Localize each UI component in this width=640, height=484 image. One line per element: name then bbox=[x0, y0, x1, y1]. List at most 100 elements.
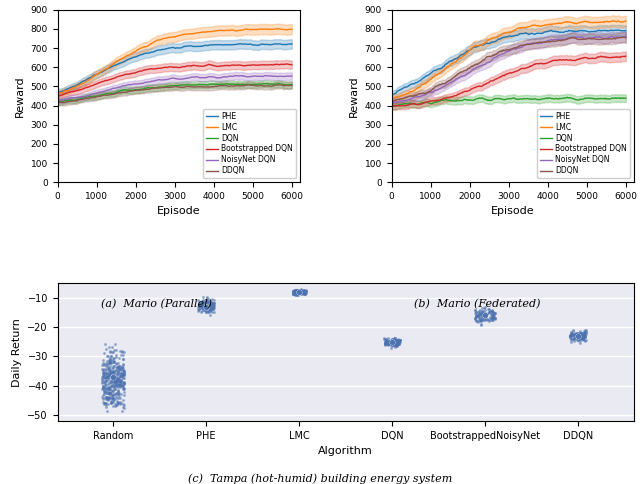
PHE bbox=[82, 77, 90, 83]
Point bbox=[287, 287, 298, 295]
Point bbox=[112, 368, 122, 376]
Point bbox=[209, 300, 219, 307]
Point bbox=[579, 330, 589, 337]
DDQN bbox=[225, 83, 232, 89]
Point bbox=[288, 288, 298, 296]
Point bbox=[565, 332, 575, 340]
Point bbox=[568, 326, 578, 334]
Point bbox=[100, 399, 111, 407]
Point bbox=[113, 376, 124, 383]
NoisyNet DQN bbox=[82, 93, 90, 99]
Point bbox=[198, 304, 208, 312]
Point bbox=[573, 332, 583, 340]
Point bbox=[478, 307, 488, 315]
Point bbox=[570, 330, 580, 338]
Point bbox=[112, 375, 122, 383]
Point bbox=[101, 395, 111, 403]
Point bbox=[202, 298, 212, 305]
Point bbox=[472, 311, 483, 319]
Point bbox=[385, 338, 396, 346]
Point bbox=[568, 332, 578, 340]
Bootstrapped DQN bbox=[396, 103, 404, 109]
PHE bbox=[130, 54, 138, 60]
Point bbox=[381, 335, 391, 343]
Point bbox=[385, 338, 396, 346]
Point bbox=[571, 331, 581, 339]
Point bbox=[575, 333, 585, 341]
Point bbox=[480, 306, 490, 314]
Point bbox=[114, 381, 124, 389]
Point bbox=[385, 336, 395, 344]
Point bbox=[298, 288, 308, 296]
Point bbox=[575, 331, 585, 338]
LMC bbox=[416, 84, 424, 90]
Point bbox=[111, 366, 121, 374]
Bootstrapped DQN bbox=[147, 66, 154, 72]
Point bbox=[106, 386, 116, 394]
Point bbox=[391, 342, 401, 350]
Point bbox=[389, 340, 399, 348]
Line: NoisyNet DQN: NoisyNet DQN bbox=[392, 37, 626, 103]
DQN bbox=[147, 85, 154, 91]
Point bbox=[118, 385, 129, 393]
Point bbox=[578, 332, 588, 340]
Point bbox=[104, 357, 114, 365]
Point bbox=[385, 337, 395, 345]
DQN bbox=[54, 99, 61, 105]
Point bbox=[572, 331, 582, 338]
Point bbox=[113, 363, 123, 370]
Point bbox=[474, 311, 484, 318]
Point bbox=[473, 318, 483, 326]
Point bbox=[573, 333, 583, 341]
Point bbox=[291, 286, 301, 294]
Point bbox=[393, 335, 403, 343]
Point bbox=[114, 354, 124, 362]
Point bbox=[109, 402, 120, 409]
Point bbox=[291, 288, 301, 296]
Bootstrapped DQN bbox=[288, 62, 296, 68]
Point bbox=[116, 382, 127, 390]
DDQN bbox=[59, 100, 67, 106]
Point bbox=[294, 286, 305, 294]
Point bbox=[115, 347, 125, 355]
Point bbox=[103, 395, 113, 403]
Point bbox=[118, 380, 129, 388]
Point bbox=[116, 369, 127, 377]
Point bbox=[579, 329, 589, 337]
Point bbox=[566, 336, 576, 344]
Point bbox=[208, 299, 218, 307]
Point bbox=[118, 361, 128, 369]
Point bbox=[300, 289, 310, 297]
Point bbox=[209, 301, 219, 309]
Point bbox=[297, 288, 307, 296]
Point bbox=[382, 337, 392, 345]
Point bbox=[380, 335, 390, 343]
Point bbox=[566, 332, 576, 339]
Point bbox=[293, 288, 303, 296]
Point bbox=[481, 311, 491, 318]
Point bbox=[112, 375, 122, 383]
Point bbox=[111, 382, 122, 390]
Point bbox=[478, 311, 488, 318]
Point bbox=[201, 302, 211, 310]
Point bbox=[118, 400, 128, 408]
Point bbox=[477, 310, 487, 318]
Point bbox=[489, 311, 499, 319]
Point bbox=[484, 317, 494, 325]
Point bbox=[390, 339, 401, 347]
Point bbox=[113, 390, 123, 398]
Point bbox=[119, 367, 129, 375]
Point bbox=[300, 288, 310, 296]
Point bbox=[97, 360, 108, 367]
Point bbox=[292, 287, 303, 295]
Point bbox=[116, 370, 127, 378]
Point bbox=[103, 369, 113, 377]
Point bbox=[207, 302, 218, 310]
Point bbox=[483, 309, 493, 317]
Point bbox=[471, 310, 481, 318]
Point bbox=[577, 331, 587, 338]
Point bbox=[204, 308, 214, 316]
Point bbox=[568, 331, 579, 338]
Point bbox=[103, 379, 113, 387]
Bootstrapped DQN bbox=[417, 101, 424, 107]
